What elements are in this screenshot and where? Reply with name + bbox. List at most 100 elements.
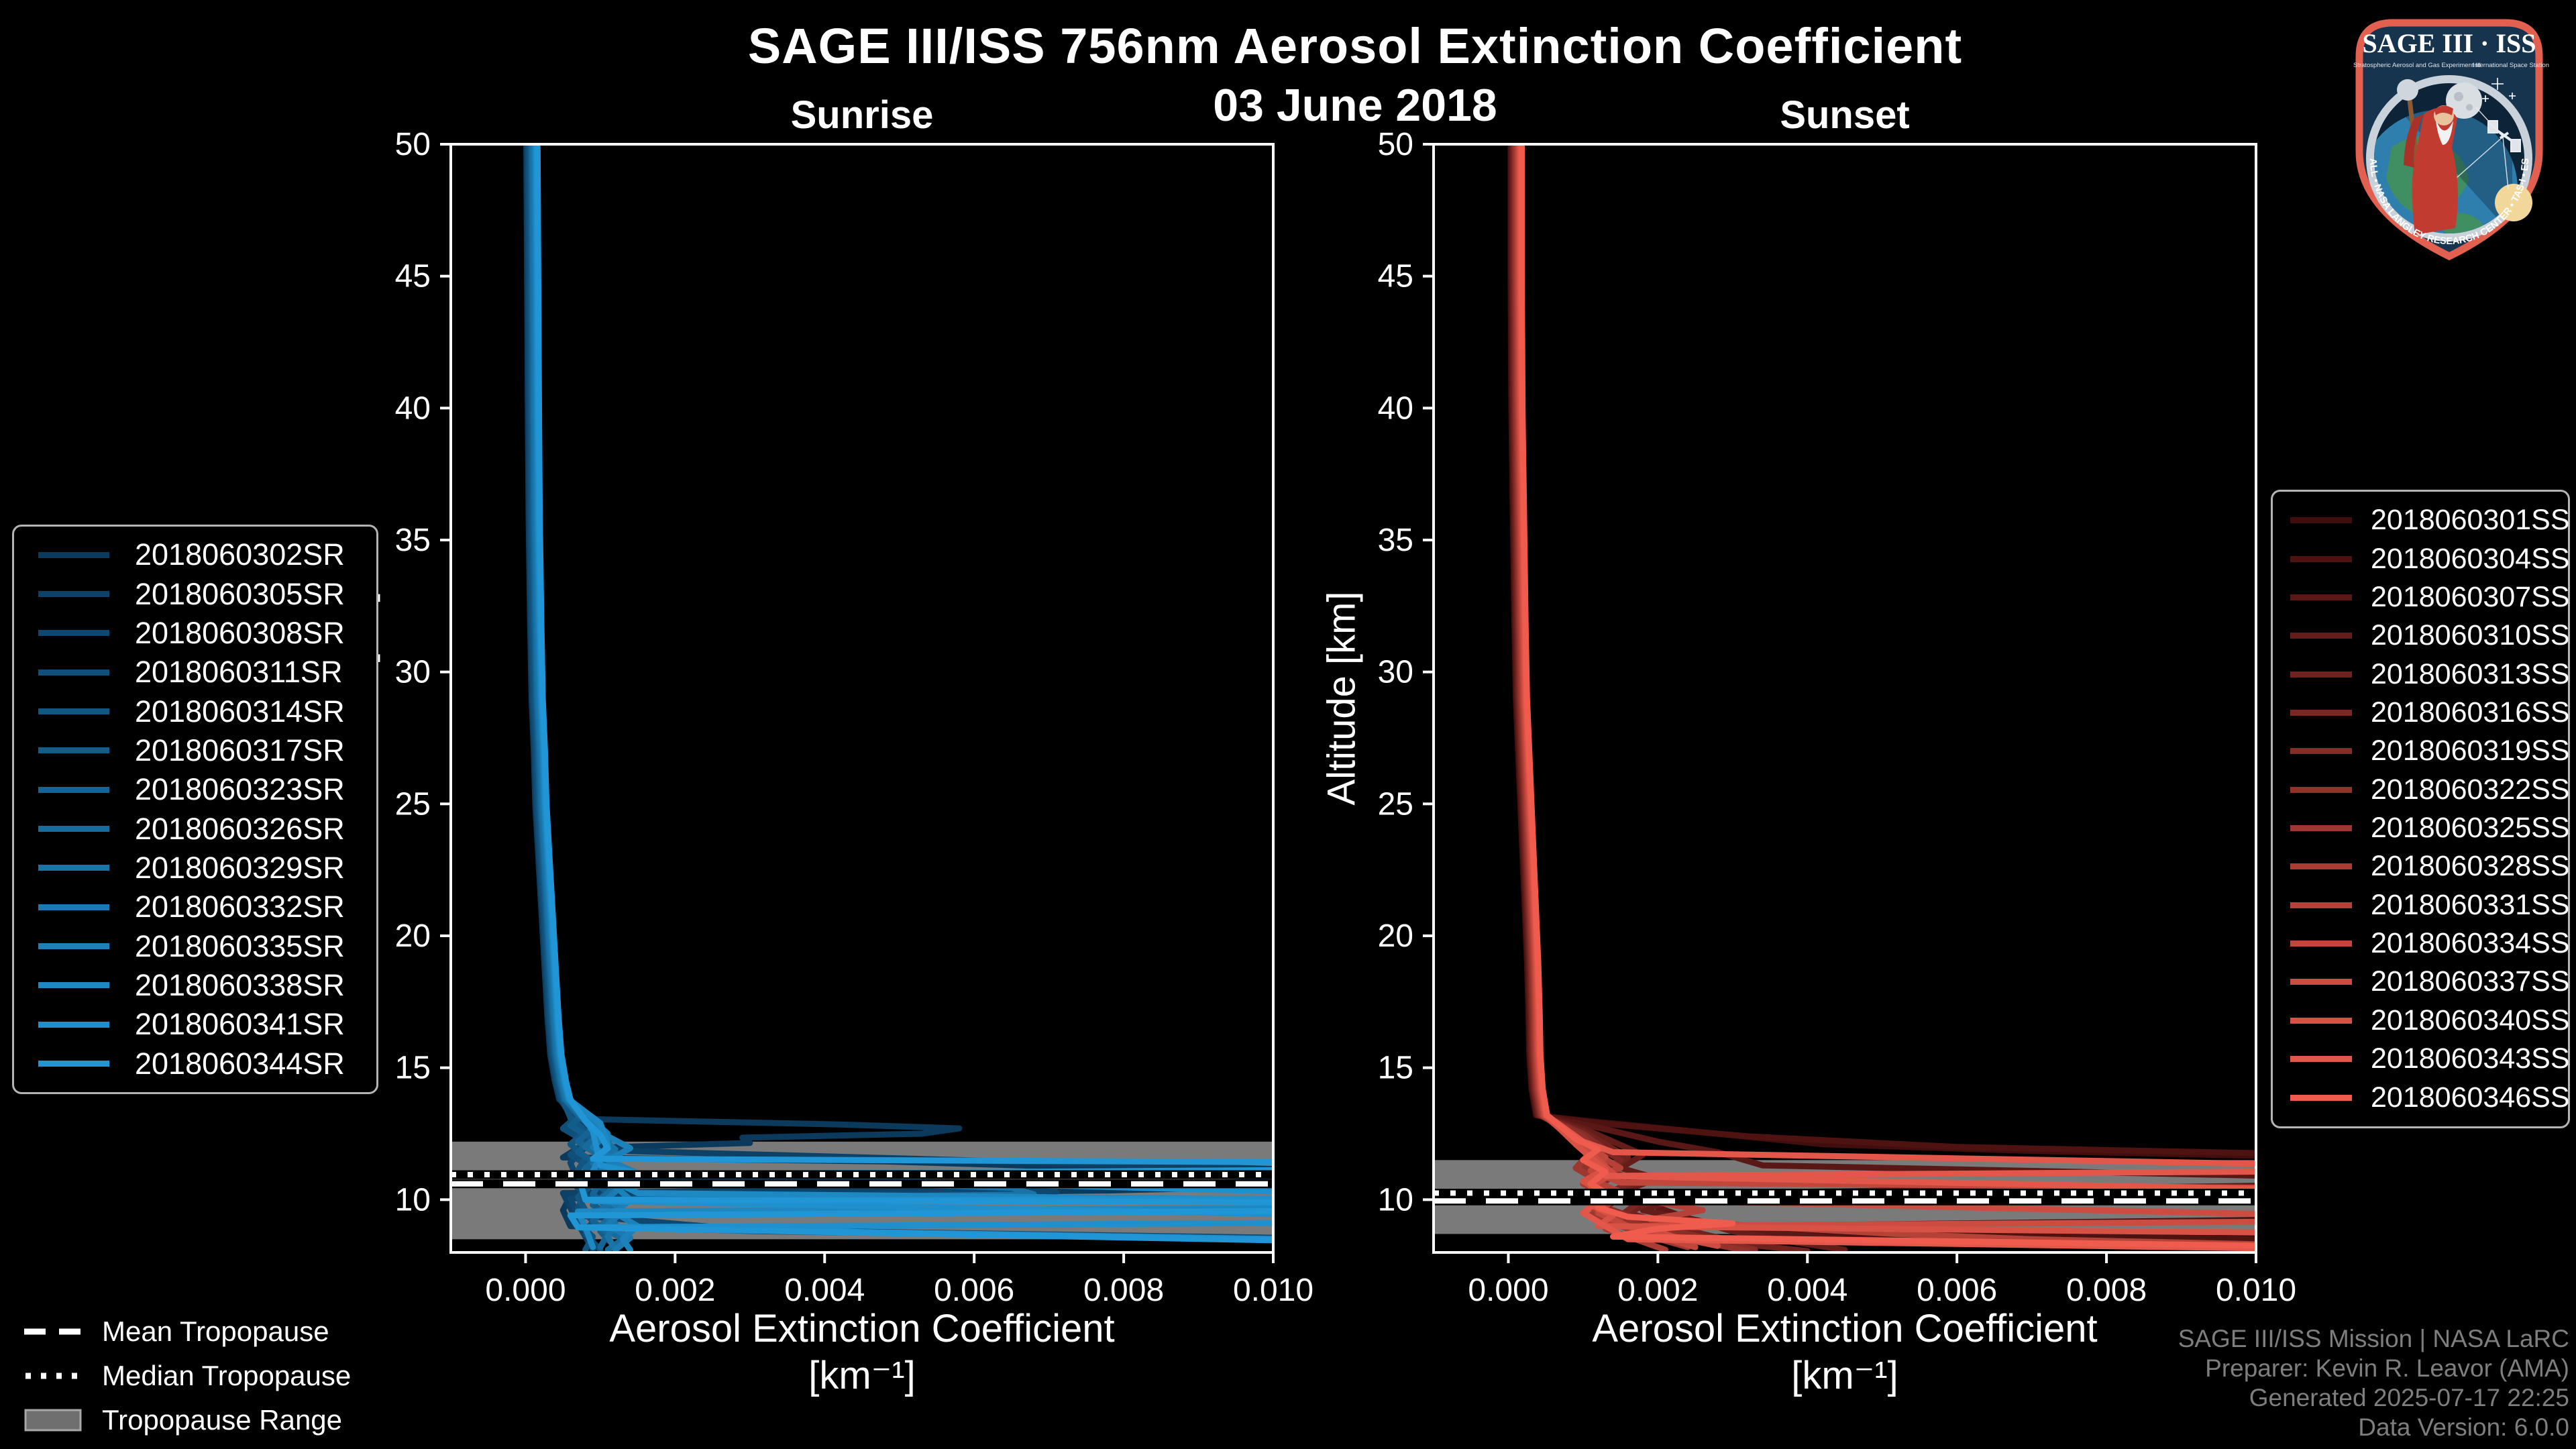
profile-curve-2018060335SR bbox=[532, 144, 641, 1252]
median-tropopause-legend-item: Median Tropopause bbox=[24, 1354, 351, 1398]
legend-label: 2018060332SR bbox=[135, 890, 345, 924]
legend-line-swatch bbox=[38, 865, 109, 871]
profile-curve-2018060331SS bbox=[1515, 144, 2256, 1248]
patch-sun-icon bbox=[2495, 184, 2532, 221]
figure-date: 03 June 2018 bbox=[1213, 80, 1497, 131]
y-tick-label: 15 bbox=[395, 1051, 431, 1086]
x-tick-label: 0.004 bbox=[1767, 1273, 1847, 1308]
y-tick-label: 30 bbox=[395, 655, 431, 690]
y-tick-label: 50 bbox=[395, 127, 431, 162]
figure-title: SAGE III/ISS 756nm Aerosol Extinction Co… bbox=[747, 18, 1963, 74]
legend-item-2018060314SR: 2018060314SR bbox=[14, 694, 376, 729]
y-tick-label: 15 bbox=[1378, 1051, 1413, 1086]
profile-curve-2018060326SR bbox=[529, 144, 626, 1252]
legend-label: 2018060322SS bbox=[2371, 773, 2570, 806]
legend-line-swatch bbox=[38, 591, 109, 598]
legend-item-2018060331SS: 2018060331SS bbox=[2273, 888, 2570, 922]
legend-item-2018060316SS: 2018060316SS bbox=[2273, 696, 2570, 729]
legend-line-swatch bbox=[2290, 825, 2352, 832]
legend-line-swatch bbox=[38, 826, 109, 833]
legend-line-swatch bbox=[2290, 671, 2352, 678]
y-tick-label: 50 bbox=[1378, 127, 1413, 162]
sunset-x-axis-label-line1: Aerosol Extinction Coefficient bbox=[1592, 1307, 2098, 1350]
legend-item-2018060308SR: 2018060308SR bbox=[14, 616, 376, 651]
y-tick-label: 40 bbox=[395, 390, 431, 426]
legend-item-2018060307SS: 2018060307SS bbox=[2273, 581, 2570, 614]
y-tick-label: 45 bbox=[1378, 259, 1413, 294]
x-tick-label: 0.008 bbox=[1083, 1273, 1164, 1308]
patch-star-icons bbox=[2482, 78, 2516, 102]
sunrise-plot-area: 10 15 20 25 30 35 40 45 50 0.000 0.002 0.004 0.006 0.… bbox=[395, 127, 1313, 1308]
tropopause-legend: Mean Tropopause Median Tropopause Tropop… bbox=[24, 1309, 351, 1442]
legend-label: 2018060302SR bbox=[135, 537, 345, 572]
credit-preparer: Preparer: Kevin R. Leavor (AMA) bbox=[2205, 1354, 2569, 1382]
legend-item-2018060326SR: 2018060326SR bbox=[14, 812, 376, 847]
sunset-x-axis-label-units: [km⁻¹] bbox=[1791, 1354, 1898, 1397]
legend-item-2018060311SR: 2018060311SR bbox=[14, 655, 376, 690]
legend-item-2018060317SR: 2018060317SR bbox=[14, 733, 376, 768]
profile-curve-2018060308SR bbox=[525, 144, 1273, 1241]
median-tropopause-label: Median Tropopause bbox=[102, 1360, 352, 1391]
legend-line-swatch bbox=[2290, 594, 2352, 601]
profile-curve-2018060316SS bbox=[1511, 144, 1736, 1250]
profile-curve-2018060338SR bbox=[533, 144, 1273, 1250]
legend-label: 2018060325SS bbox=[2371, 812, 2570, 845]
x-tick-label: 0.010 bbox=[1233, 1273, 1313, 1308]
patch-iss-icon bbox=[2487, 120, 2521, 152]
legend-label: 2018060311SR bbox=[135, 655, 343, 690]
legend-line-swatch bbox=[38, 1061, 109, 1067]
y-tick-label: 20 bbox=[1378, 918, 1413, 954]
sunrise-series-legend: 2018060302SR 2018060305SR 2018060308SR 2018… bbox=[12, 525, 378, 1094]
patch-moon-icon bbox=[2446, 83, 2482, 119]
y-tick-label: 45 bbox=[395, 259, 431, 294]
y-tick-label: 35 bbox=[395, 523, 431, 558]
patch-subtitle-right: International Space Station bbox=[2473, 62, 2549, 69]
legend-line-swatch bbox=[38, 943, 109, 950]
legend-label: 2018060323SR bbox=[135, 772, 345, 807]
legend-item-2018060343SS: 2018060343SS bbox=[2273, 1042, 2570, 1075]
legend-line-swatch bbox=[38, 630, 109, 637]
credit-generated: Generated 2025-07-17 22:25 bbox=[2249, 1384, 2569, 1411]
legend-item-2018060328SS: 2018060328SS bbox=[2273, 850, 2570, 883]
x-tick-label: 0.006 bbox=[934, 1273, 1014, 1308]
legend-label: 2018060319SS bbox=[2371, 735, 2570, 767]
legend-item-2018060304SS: 2018060304SS bbox=[2273, 543, 2570, 576]
legend-label: 2018060334SS bbox=[2371, 927, 2570, 960]
legend-line-swatch bbox=[2290, 1094, 2352, 1101]
legend-label: 2018060346SS bbox=[2371, 1081, 2570, 1114]
x-tick-label: 0.002 bbox=[635, 1273, 715, 1308]
legend-label: 2018060313SS bbox=[2371, 657, 2570, 690]
legend-label: 2018060341SR bbox=[135, 1007, 345, 1042]
legend-line-swatch bbox=[38, 669, 109, 676]
legend-item-2018060337SS: 2018060337SS bbox=[2273, 965, 2570, 998]
legend-line-swatch bbox=[2290, 633, 2352, 639]
moon-crater bbox=[2454, 92, 2463, 101]
legend-line-swatch bbox=[2290, 902, 2352, 908]
legend-item-2018060338SR: 2018060338SR bbox=[14, 968, 376, 1003]
profile-curve-2018060319SS bbox=[1512, 144, 1758, 1252]
legend-label: 2018060335SR bbox=[135, 928, 345, 963]
legend-item-2018060340SS: 2018060340SS bbox=[2273, 1004, 2570, 1037]
y-tick-label: 10 bbox=[1378, 1182, 1413, 1218]
legend-line-swatch bbox=[38, 708, 109, 715]
legend-item-2018060346SS: 2018060346SS bbox=[2273, 1081, 2570, 1114]
legend-line-swatch bbox=[2290, 941, 2352, 947]
sunrise-x-axis-label-units: [km⁻¹] bbox=[808, 1354, 916, 1397]
mean-tropopause-dashed-line-icon bbox=[24, 1327, 82, 1336]
axes-spines bbox=[449, 143, 1275, 1254]
legend-label: 2018060331SS bbox=[2371, 888, 2570, 921]
legend-item-2018060302SR: 2018060302SR bbox=[14, 537, 376, 572]
legend-item-2018060334SS: 2018060334SS bbox=[2273, 927, 2570, 960]
legend-item-2018060329SR: 2018060329SR bbox=[14, 851, 376, 885]
profile-curve-2018060341SR bbox=[533, 144, 1273, 1242]
tropopause-range-legend-item: Tropopause Range bbox=[24, 1398, 351, 1442]
sunrise-x-axis-label-line1: Aerosol Extinction Coefficient bbox=[609, 1307, 1115, 1350]
profile-curve-2018060329SR bbox=[530, 144, 1037, 1252]
legend-label: 2018060340SS bbox=[2371, 1004, 2570, 1036]
moon-crater bbox=[2466, 104, 2473, 111]
legend-label: 2018060310SS bbox=[2371, 619, 2570, 652]
sunset-panel-title: Sunset bbox=[1780, 93, 1910, 137]
x-tick-label: 0.000 bbox=[485, 1273, 566, 1308]
legend-item-2018060325SS: 2018060325SS bbox=[2273, 812, 2570, 845]
